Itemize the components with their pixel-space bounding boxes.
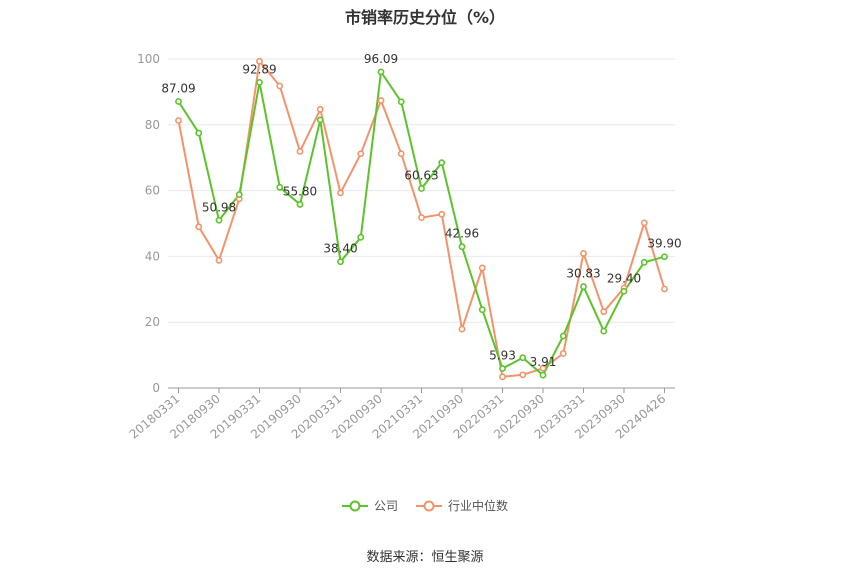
company-series-point xyxy=(539,371,547,379)
data-points xyxy=(175,57,668,381)
data-label: 30.83 xyxy=(566,267,600,281)
company-series-point xyxy=(195,129,203,137)
company-series-point xyxy=(377,68,385,76)
company-series-point xyxy=(316,116,324,124)
legend-item-industry[interactable]: 行业中位数 xyxy=(416,497,508,514)
data-label: 38.40 xyxy=(323,242,357,256)
industry-series-point xyxy=(195,223,203,231)
industry-series-point xyxy=(580,250,587,257)
company-series-point xyxy=(296,201,304,208)
legend-company-swatch xyxy=(341,500,368,511)
company-series-point xyxy=(559,332,567,340)
data-label: 5.93 xyxy=(489,348,516,362)
company-series-point xyxy=(276,183,284,191)
industry-series-point xyxy=(296,148,304,155)
industry-series-point xyxy=(418,214,425,221)
legend-company-label: 公司 xyxy=(373,499,398,513)
industry-series-point xyxy=(539,364,547,372)
industry-series-point xyxy=(397,150,405,158)
y-tick-label: 40 xyxy=(145,249,160,263)
industry-series-point xyxy=(357,150,365,158)
data-labels: 87.09 50.98 92.89 55.80 38.40 96.09 60.63 42.96… xyxy=(161,52,681,369)
data-label: 92.89 xyxy=(242,62,276,76)
chart-title: 市销率历史分位（%） xyxy=(344,8,506,27)
data-label: 55.80 xyxy=(283,184,317,198)
industry-series-point xyxy=(215,256,223,264)
industry-series-point xyxy=(661,285,668,293)
company-series-point xyxy=(478,306,486,314)
industry-series-point xyxy=(640,219,648,227)
company-series-point xyxy=(458,243,466,251)
company-series-point xyxy=(499,365,506,372)
data-label: 96.09 xyxy=(364,52,398,66)
company-series-point xyxy=(397,98,405,106)
company-series-point xyxy=(215,216,223,224)
industry-series-point xyxy=(478,264,486,272)
industry-series-point xyxy=(438,210,446,218)
company-series-point xyxy=(600,327,608,335)
company-series-point xyxy=(519,354,527,362)
industry-series-point xyxy=(337,189,344,197)
industry-series-point xyxy=(276,82,284,90)
industry-series-point xyxy=(377,97,385,104)
industry-series-point xyxy=(458,325,466,333)
industry-series-point xyxy=(519,371,527,379)
y-tick-label: 80 xyxy=(145,118,160,132)
data-label: 39.90 xyxy=(647,237,681,251)
legend-industry-label: 行业中位数 xyxy=(448,499,509,513)
company-series-point xyxy=(357,233,365,241)
y-tick-label: 60 xyxy=(145,184,160,198)
industry-series-point xyxy=(499,373,506,381)
company-series-point xyxy=(418,185,425,192)
data-label: 50.98 xyxy=(202,200,236,214)
company-series-point xyxy=(438,159,446,167)
data-label: 3.91 xyxy=(530,355,557,369)
legend: 公司 行业中位数 xyxy=(0,497,850,514)
legend-industry-swatch xyxy=(416,500,442,511)
industry-series-point xyxy=(600,308,608,316)
industry-series-point xyxy=(559,350,567,357)
y-tick-label: 100 xyxy=(137,52,160,66)
data-label: 60.63 xyxy=(404,169,438,183)
company-series-point xyxy=(175,98,182,105)
legend-item-company[interactable]: 公司 xyxy=(341,497,398,514)
company-series-point xyxy=(640,258,648,266)
company-series-point xyxy=(620,287,628,295)
y-tick-label: 0 xyxy=(152,381,160,395)
company-series-point xyxy=(235,191,243,198)
industry-series-point xyxy=(256,57,263,65)
company-series-point xyxy=(580,283,587,290)
company-series-point xyxy=(337,258,344,266)
data-label: 29.40 xyxy=(607,271,641,285)
data-label: 42.96 xyxy=(445,227,479,241)
company-series-point xyxy=(661,253,668,261)
data-source: 数据来源：恒生聚源 xyxy=(366,550,484,565)
axes: 0204060801002018033120180930201903312019… xyxy=(127,52,675,442)
industry-series-point xyxy=(175,117,182,124)
company-series-point xyxy=(256,78,263,86)
y-tick-label: 20 xyxy=(145,315,160,329)
data-label: 87.09 xyxy=(161,81,195,95)
industry-series-point xyxy=(316,105,324,113)
